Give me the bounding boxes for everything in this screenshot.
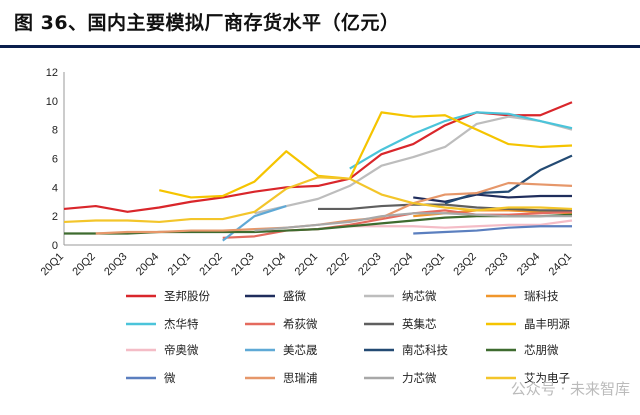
series-line — [413, 225, 572, 235]
x-tick-label: 20Q4 — [134, 251, 162, 279]
x-tick-label: 22Q2 — [324, 251, 352, 279]
legend-label: 南芯科技 — [402, 343, 448, 357]
y-tick-labels: 0 2 4 6 8 10 12 — [46, 67, 58, 252]
legend-label: 圣邦股份 — [164, 289, 210, 303]
legend-label: 艾为电子 — [524, 371, 570, 385]
series-line — [63, 176, 573, 224]
x-tick-label: 21Q1 — [166, 251, 194, 279]
legend-label: 杰华特 — [164, 317, 199, 331]
x-tick-label: 20Q2 — [70, 251, 98, 279]
x-tick-label: 20Q1 — [39, 251, 67, 279]
legend-label: 帝奥微 — [164, 343, 199, 357]
x-tick-label: 24Q1 — [547, 251, 575, 279]
y-tick-label: 2 — [52, 211, 58, 223]
x-tick-label: 21Q3 — [229, 251, 257, 279]
y-tick-label: 4 — [52, 182, 58, 194]
x-tick-label: 21Q2 — [197, 251, 225, 279]
x-tick-label: 22Q4 — [388, 251, 416, 279]
title-rule — [0, 45, 640, 48]
chart-axes — [63, 72, 572, 246]
legend-label: 力芯微 — [402, 371, 437, 385]
x-tick-label: 22Q3 — [356, 251, 384, 279]
y-tick-label: 0 — [52, 240, 58, 252]
y-tick-label: 12 — [46, 67, 58, 79]
series-line — [318, 203, 572, 212]
x-tick-label: 23Q4 — [515, 251, 543, 279]
legend-label: 美芯晟 — [283, 343, 318, 357]
x-tick-label: 23Q1 — [420, 251, 448, 279]
series-line — [254, 212, 572, 232]
series-line — [349, 111, 573, 170]
x-tick-label: 22Q1 — [293, 251, 321, 279]
legend-label: 希荻微 — [283, 317, 318, 331]
x-tick-label: 23Q3 — [483, 251, 511, 279]
x-tick-labels: 20Q1 20Q2 20Q3 20Q4 21Q1 21Q2 21Q3 21Q4 22Q1 22Q2… — [39, 251, 575, 279]
legend-label: 纳芯微 — [402, 289, 437, 303]
legend-label: 英集芯 — [402, 317, 437, 331]
legend-label: 思瑞浦 — [283, 371, 318, 385]
legend-label: 盛微 — [283, 289, 306, 303]
series-line — [159, 111, 573, 199]
y-tick-label: 10 — [46, 96, 58, 108]
x-tick-label: 23Q2 — [451, 251, 479, 279]
series-line — [349, 219, 573, 229]
y-tick-label: 6 — [52, 154, 58, 166]
legend-label: 芯朋微 — [524, 343, 559, 357]
series-line — [444, 154, 573, 205]
page-title: 图 36、国内主要模拟厂商存货水平（亿元） — [14, 12, 400, 34]
y-tick-label: 8 — [52, 125, 58, 137]
legend-label: 微 — [164, 371, 176, 385]
legend-label: 晶丰明源 — [524, 317, 570, 331]
legend-label: 瑞科技 — [524, 289, 559, 303]
x-tick-label: 21Q4 — [261, 251, 289, 279]
watermark: 公众号 · 未来智库 — [510, 380, 630, 398]
x-tick-label: 20Q3 — [102, 251, 130, 279]
series-line — [254, 115, 573, 215]
chart-series — [63, 101, 573, 242]
series-line — [413, 193, 572, 203]
